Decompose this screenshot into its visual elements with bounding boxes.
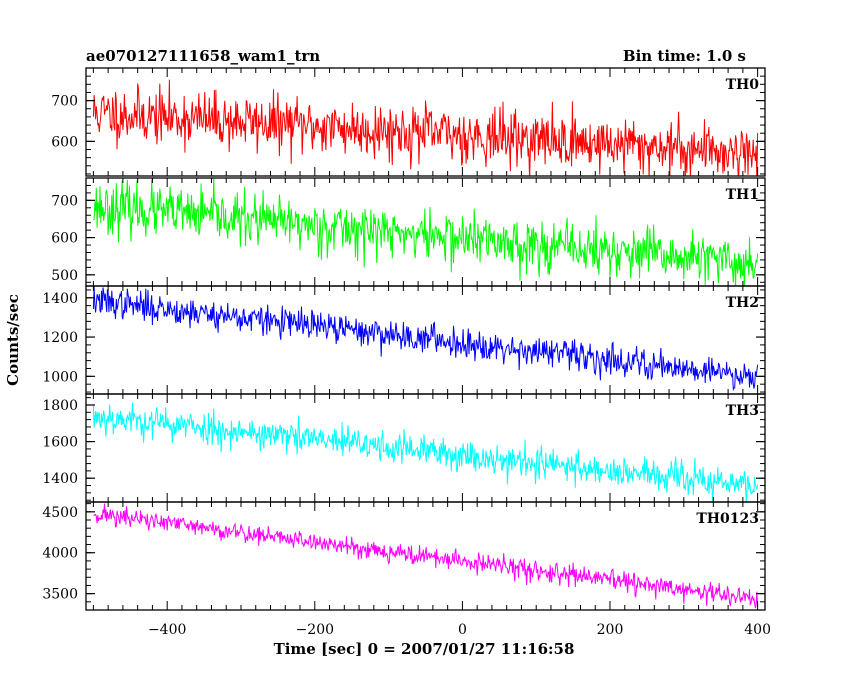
series-line-th2 bbox=[92, 286, 759, 392]
y-tick-label: 1600 bbox=[42, 435, 78, 451]
x-tick-label: 200 bbox=[597, 622, 624, 638]
y-tick-label: 4500 bbox=[42, 505, 78, 521]
y-tick-label: 1400 bbox=[42, 291, 78, 307]
panel-frame bbox=[85, 501, 766, 611]
y-tick-label: 700 bbox=[51, 193, 78, 209]
panel-label-th1: TH1 bbox=[726, 187, 759, 203]
y-tick-label: 1000 bbox=[42, 369, 78, 385]
y-axis-label: Counts/sec bbox=[4, 294, 22, 386]
x-tick-label: −400 bbox=[148, 622, 186, 638]
panel-th0: 600 700 TH0 bbox=[51, 67, 766, 177]
x-tick-label: −200 bbox=[296, 622, 334, 638]
x-tick-label: 400 bbox=[744, 622, 771, 638]
panel-th3: 1400 1600 1800 TH3 bbox=[42, 393, 766, 503]
y-tick-label: 3500 bbox=[42, 587, 78, 603]
panel-frame bbox=[85, 393, 766, 503]
y-tick-label: 600 bbox=[51, 134, 78, 150]
y-tick-label: 600 bbox=[51, 231, 78, 247]
y-tick-label: 1800 bbox=[42, 398, 78, 414]
y-tick-label: 500 bbox=[51, 268, 78, 284]
panel-label-th0123: TH0123 bbox=[696, 511, 759, 527]
series-line-th3 bbox=[92, 402, 759, 502]
series-line-th1 bbox=[93, 178, 759, 286]
panels-group: 600 700 TH0 500 600 700 TH1 1000 1200 1400 TH2 1400… bbox=[42, 67, 771, 638]
y-tick-label: 700 bbox=[51, 94, 78, 110]
x-tick-label: 0 bbox=[458, 622, 467, 638]
chart-title: ae070127111658_wam1_trn bbox=[86, 47, 320, 65]
panel-frame bbox=[85, 67, 766, 177]
panel-label-th0: TH0 bbox=[726, 77, 760, 93]
series-line-th0123 bbox=[93, 503, 759, 609]
y-tick-label: 1200 bbox=[42, 330, 78, 346]
panel-label-th3: TH3 bbox=[726, 403, 759, 419]
y-tick-label: 1400 bbox=[42, 471, 78, 487]
panel-label-th2: TH2 bbox=[726, 295, 759, 311]
panel-th0123: 3500 4000 4500 TH0123 bbox=[42, 501, 766, 611]
bin-time-label: Bin time: 1.0 s bbox=[623, 47, 746, 65]
x-axis-label: Time [sec] 0 = 2007/01/27 11:16:58 bbox=[274, 640, 575, 658]
series-line-th0 bbox=[92, 79, 759, 176]
panel-th2: 1000 1200 1400 TH2 bbox=[42, 285, 766, 395]
y-tick-label: 4000 bbox=[42, 546, 78, 562]
panel-th1: 500 600 700 TH1 bbox=[51, 177, 766, 287]
